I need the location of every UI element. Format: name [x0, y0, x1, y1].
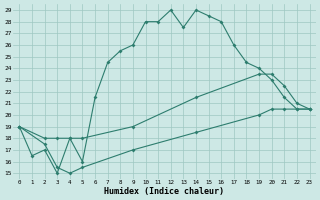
X-axis label: Humidex (Indice chaleur): Humidex (Indice chaleur): [104, 187, 224, 196]
